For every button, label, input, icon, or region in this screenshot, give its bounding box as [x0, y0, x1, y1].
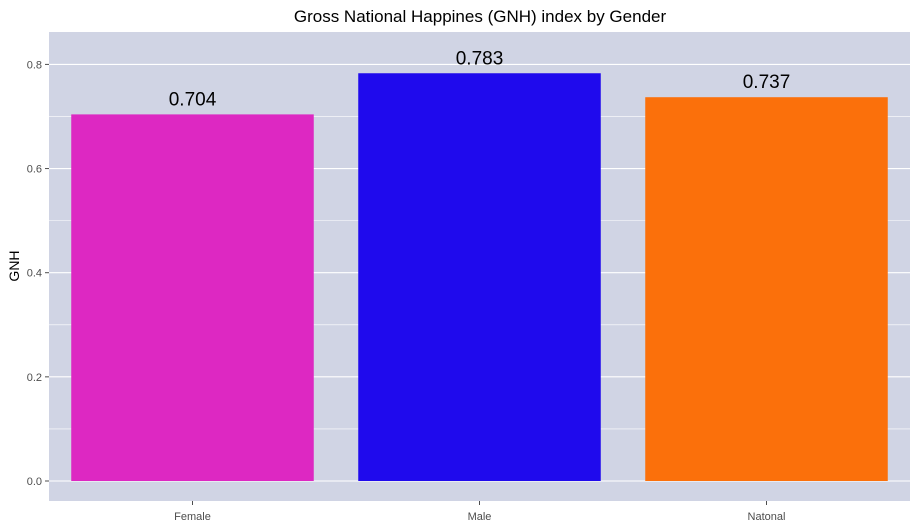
data-labels: 0.704 0.783 0.737 [169, 48, 791, 110]
x-tick-label: Natonal [748, 511, 786, 523]
bar-natonal [645, 97, 888, 482]
x-tick-label: Male [468, 511, 492, 523]
data-label: 0.783 [456, 48, 504, 69]
data-label: 0.737 [743, 72, 791, 93]
y-axis-title: GNH [6, 250, 22, 281]
bars [71, 73, 888, 482]
y-tick-label: 0.0 [27, 476, 42, 488]
bar-female [71, 114, 314, 481]
data-label: 0.704 [169, 89, 217, 110]
y-tick-label: 0.2 [27, 372, 42, 384]
y-tick-label: 0.4 [27, 268, 42, 280]
x-tick-label: Female [174, 511, 211, 523]
bar-male [358, 73, 601, 481]
x-axis: Female Male Natonal [174, 501, 785, 523]
y-tick-label: 0.6 [27, 164, 42, 176]
y-tick-label: 0.8 [27, 59, 42, 71]
chart-title: Gross National Happines (GNH) index by G… [294, 7, 667, 26]
y-axis: 0.0 0.2 0.4 0.6 0.8 [27, 59, 49, 488]
